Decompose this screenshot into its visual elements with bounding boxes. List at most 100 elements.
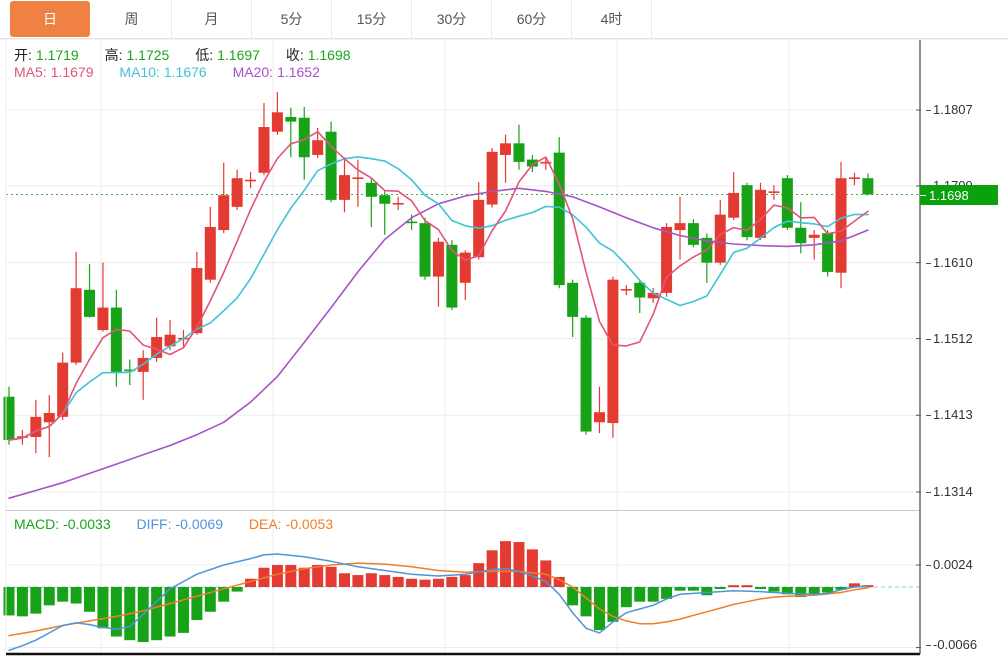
candle-down xyxy=(513,143,525,162)
macd-histogram-bar xyxy=(620,587,632,608)
macd-histogram-bar xyxy=(808,587,820,595)
macd-histogram-bar xyxy=(634,587,646,602)
candle-up xyxy=(204,227,216,280)
macd-histogram-bar xyxy=(795,587,807,598)
candle-down xyxy=(526,159,538,167)
macd-histogram-bar xyxy=(57,587,69,602)
tab-day[interactable]: 日 xyxy=(10,1,90,37)
candle-up xyxy=(191,268,203,334)
candle-up xyxy=(647,292,659,299)
open-value: 1.1719 xyxy=(35,47,79,63)
candle-up xyxy=(352,177,364,180)
ohlc-legend: 开: 1.1719 高: 1.1725 低: 1.1697 收: 1.1698 xyxy=(14,45,355,65)
current-price-value: 1.1698 xyxy=(929,187,969,203)
candle-up xyxy=(808,234,820,238)
diff-value: -0.0069 xyxy=(175,516,223,532)
macd-histogram-bar xyxy=(271,564,283,587)
macd-histogram-bar xyxy=(191,587,203,621)
ma20-value: 1.1652 xyxy=(277,64,320,80)
candle-down xyxy=(862,178,874,195)
macd-histogram-bar xyxy=(687,587,699,591)
candle-down xyxy=(325,131,337,200)
macd-histogram-bar xyxy=(701,587,713,596)
candle-up xyxy=(30,416,42,437)
candle-down xyxy=(795,227,807,244)
candle-down xyxy=(567,282,579,317)
macd-histogram-bar xyxy=(580,587,592,617)
macd-axis-label: 0.0024 xyxy=(926,557,973,573)
candle-up xyxy=(674,223,686,231)
candle-up xyxy=(540,161,552,164)
macd-histogram-bar xyxy=(822,587,834,593)
price-axis-label: 1.1512 xyxy=(926,331,973,347)
tab-week[interactable]: 周 xyxy=(92,0,172,38)
tab-15min[interactable]: 15分 xyxy=(332,0,412,38)
candle-up xyxy=(392,202,404,205)
candle-up xyxy=(218,195,230,231)
tab-30min[interactable]: 30分 xyxy=(412,0,492,38)
candle-up xyxy=(607,279,619,424)
dea-line xyxy=(8,562,869,637)
macd-histogram-bar xyxy=(339,573,350,587)
macd-histogram-bar xyxy=(835,587,847,590)
macd-histogram-bar xyxy=(607,587,619,622)
candle-down xyxy=(3,396,15,441)
close-value: 1.1698 xyxy=(307,47,351,63)
candle-down xyxy=(419,223,431,277)
diff-line xyxy=(8,553,869,652)
candle-up xyxy=(755,189,767,238)
candle-up xyxy=(661,227,673,293)
macd-histogram-bar xyxy=(647,587,659,602)
candle-up xyxy=(459,252,471,283)
candle-up xyxy=(768,191,780,193)
candle-up xyxy=(593,412,605,423)
macd-histogram-bar xyxy=(110,587,122,637)
price-axis-label: 1.1413 xyxy=(926,407,973,423)
tab-60min[interactable]: 60分 xyxy=(492,0,572,38)
timeframe-tabbar: 日 周 月 5分 15分 30分 60分 4时 xyxy=(0,0,1008,39)
candle-down xyxy=(580,317,592,432)
price-axis-label: 1.1807 xyxy=(926,102,973,118)
price-axis-label: 1.1610 xyxy=(926,255,973,271)
candle-down xyxy=(379,195,391,204)
macd-histogram-bar xyxy=(97,587,109,629)
low-label: 低: xyxy=(195,47,214,63)
tab-4hour[interactable]: 4时 xyxy=(572,0,652,38)
tab-month[interactable]: 月 xyxy=(172,0,252,38)
dea-label: DEA: xyxy=(248,516,282,532)
macd-histogram-bar xyxy=(218,587,230,602)
tab-5min[interactable]: 5分 xyxy=(252,0,332,38)
macd-histogram-bar xyxy=(245,578,257,587)
macd-histogram-bar xyxy=(177,587,189,633)
candle-up xyxy=(97,307,109,331)
macd-value: -0.0033 xyxy=(63,516,111,532)
macd-histogram-bar xyxy=(406,578,418,587)
candle-up xyxy=(728,192,740,218)
candle-down xyxy=(84,289,96,317)
macd-histogram-bar xyxy=(419,579,431,587)
ma10-line xyxy=(8,156,869,441)
macd-histogram-bar xyxy=(84,587,96,612)
macd-legend: MACD: -0.0033 DIFF: -0.0069 DEA: -0.0053 xyxy=(14,516,337,532)
candle-up xyxy=(835,178,847,273)
macd-histogram-bar xyxy=(728,585,740,588)
diff-label: DIFF: xyxy=(136,516,172,532)
price-axis-label: 1.1314 xyxy=(926,484,973,500)
macd-histogram-bar xyxy=(848,583,860,587)
candle-up xyxy=(245,179,257,182)
candle-up xyxy=(43,412,55,423)
macd-histogram-bar xyxy=(379,575,391,587)
candle-down xyxy=(406,221,418,224)
candle-down xyxy=(634,282,646,298)
macd-histogram-bar xyxy=(459,575,471,587)
close-label: 收: xyxy=(285,47,304,63)
candle-up xyxy=(620,288,632,291)
current-price-badge: 1.1698 xyxy=(920,185,998,205)
high-value: 1.1725 xyxy=(126,47,170,63)
candle-down xyxy=(553,152,565,286)
candle-down xyxy=(781,178,793,228)
candle-up xyxy=(714,214,726,263)
macd-histogram-bar xyxy=(70,587,82,604)
